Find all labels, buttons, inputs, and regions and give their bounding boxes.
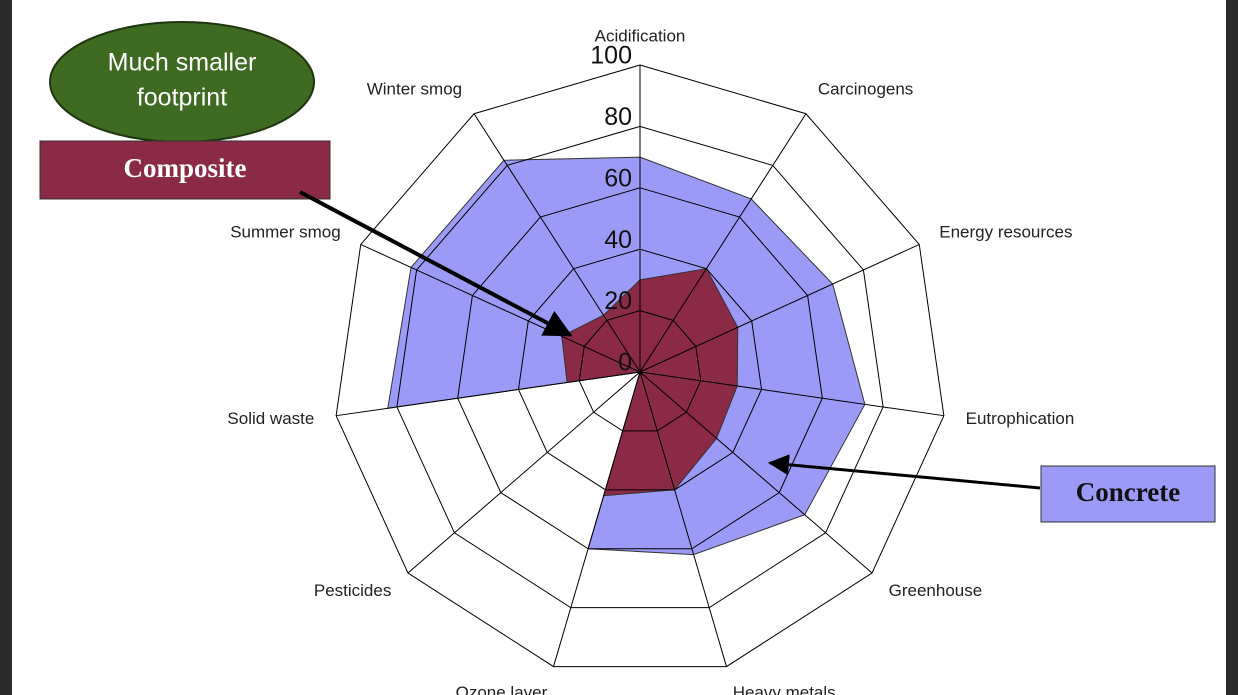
category-label: Eutrophication <box>966 409 1075 428</box>
legend-box <box>1040 465 1216 523</box>
spoke <box>639 244 920 373</box>
r-tick-label: 40 <box>604 226 632 254</box>
grid-ring <box>396 125 884 609</box>
category-label: Acidification <box>595 26 686 45</box>
category-label: Pesticides <box>314 581 391 600</box>
category-label: Ozone layer <box>456 683 548 695</box>
grid-ring <box>578 310 702 432</box>
annotation-bubble <box>49 21 315 143</box>
r-tick-label: 0 <box>618 349 632 377</box>
spoke <box>639 113 807 373</box>
spoke <box>407 371 641 574</box>
annotation: Much smaller <box>108 49 257 77</box>
category-label: Energy resources <box>939 222 1072 241</box>
legend-label: Composite <box>124 153 247 183</box>
category-label: Heavy metals <box>733 683 836 695</box>
spoke <box>473 113 641 373</box>
spoke <box>553 371 641 667</box>
legend-box <box>39 140 331 200</box>
arrow <box>299 190 573 337</box>
category-label: Greenhouse <box>889 581 983 600</box>
grid-ring <box>457 187 823 550</box>
grid-ring <box>335 64 945 668</box>
spoke <box>639 371 873 574</box>
spoke <box>360 244 641 373</box>
arrow <box>767 454 1041 490</box>
spoke <box>336 371 641 417</box>
annotation: footprint <box>137 84 227 112</box>
legend-label: Concrete <box>1076 477 1180 507</box>
r-tick-label: 80 <box>604 103 632 131</box>
spoke <box>639 371 727 667</box>
spoke <box>639 371 944 417</box>
grid-ring <box>517 248 763 491</box>
category-label: Winter smog <box>367 80 462 99</box>
r-tick-label: 60 <box>604 164 632 192</box>
r-tick-label: 20 <box>604 287 632 315</box>
category-label: Solid waste <box>227 409 314 428</box>
category-label: Summer smog <box>230 222 341 241</box>
category-label: Carcinogens <box>818 80 913 99</box>
r-tick-label: 100 <box>590 42 632 70</box>
